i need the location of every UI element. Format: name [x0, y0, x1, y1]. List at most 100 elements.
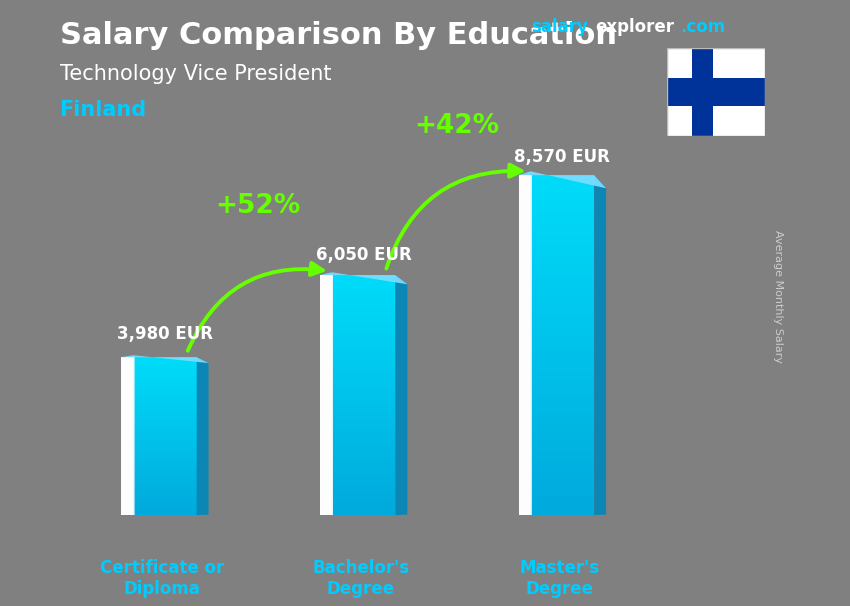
Bar	[320, 512, 395, 515]
Bar	[320, 281, 395, 284]
Bar	[518, 277, 594, 281]
Bar	[518, 256, 594, 260]
Bar	[320, 323, 395, 326]
Bar	[518, 384, 594, 388]
Bar	[518, 175, 525, 515]
Bar	[518, 175, 524, 515]
Bar	[121, 430, 196, 432]
Bar	[320, 497, 395, 500]
Bar	[320, 338, 395, 341]
Bar	[121, 375, 196, 377]
Text: explorer: explorer	[595, 18, 674, 36]
Bar	[121, 440, 196, 442]
Bar	[121, 361, 196, 363]
Bar	[320, 308, 395, 311]
Bar	[320, 389, 395, 392]
Bar	[518, 188, 594, 192]
Bar	[518, 358, 594, 362]
Bar	[320, 275, 328, 515]
Bar	[518, 273, 594, 277]
Bar	[320, 476, 395, 479]
Bar	[121, 434, 196, 436]
Bar	[518, 175, 594, 179]
Bar	[518, 371, 594, 375]
Bar	[121, 452, 196, 454]
Bar	[518, 511, 594, 515]
Bar	[518, 485, 594, 490]
Bar	[518, 388, 594, 392]
Bar	[518, 456, 594, 460]
Bar	[518, 307, 594, 311]
Bar	[121, 357, 133, 515]
Bar	[518, 222, 594, 226]
Bar	[518, 498, 594, 502]
Bar	[518, 379, 594, 384]
Bar	[320, 362, 395, 365]
Bar	[121, 484, 196, 485]
Bar	[121, 395, 196, 397]
Bar	[121, 476, 196, 478]
Bar	[121, 387, 196, 389]
Bar	[518, 435, 594, 439]
Bar	[320, 275, 333, 515]
Bar	[518, 175, 524, 515]
Bar	[121, 487, 196, 490]
Bar	[320, 371, 395, 374]
Bar	[320, 464, 395, 467]
Bar	[320, 365, 395, 368]
Bar	[320, 275, 326, 515]
Bar	[121, 416, 196, 418]
Bar	[320, 440, 395, 443]
Bar	[518, 175, 524, 515]
Bar	[121, 373, 196, 375]
Bar	[518, 328, 594, 332]
Bar	[518, 426, 594, 430]
Bar	[320, 509, 395, 512]
Bar	[320, 473, 395, 476]
Bar	[320, 329, 395, 332]
Bar	[121, 357, 127, 515]
Bar	[320, 383, 395, 386]
Bar	[121, 478, 196, 479]
Bar	[320, 488, 395, 491]
Bar	[320, 275, 329, 515]
Bar	[518, 473, 594, 477]
Bar	[320, 374, 395, 377]
Bar	[518, 413, 594, 418]
Bar	[518, 196, 594, 201]
Bar	[320, 284, 395, 287]
Bar	[320, 428, 395, 431]
Bar	[518, 494, 594, 498]
Bar	[121, 470, 196, 471]
Text: Bachelor's
Degree: Bachelor's Degree	[312, 559, 409, 598]
Bar	[320, 470, 395, 473]
Bar	[320, 506, 395, 509]
Bar	[121, 365, 196, 367]
Bar	[121, 381, 196, 383]
Bar	[518, 319, 594, 324]
Polygon shape	[121, 355, 208, 363]
Bar	[320, 467, 395, 470]
Bar	[518, 226, 594, 230]
Bar	[121, 357, 133, 515]
Bar	[121, 468, 196, 470]
Bar	[320, 482, 395, 485]
Bar	[518, 311, 594, 315]
Bar	[320, 410, 395, 413]
Bar	[518, 213, 594, 218]
Text: 8,570 EUR: 8,570 EUR	[514, 148, 610, 166]
Bar	[121, 456, 196, 458]
Bar	[320, 275, 332, 515]
Bar	[518, 179, 594, 184]
Bar	[121, 357, 133, 515]
Bar	[320, 275, 330, 515]
Bar	[320, 368, 395, 371]
Bar	[320, 485, 395, 488]
Bar	[121, 442, 196, 444]
Bar	[121, 371, 196, 373]
Bar	[121, 426, 196, 428]
Bar	[121, 383, 196, 385]
Text: .com: .com	[680, 18, 725, 36]
Bar	[518, 468, 594, 473]
Bar	[320, 275, 327, 515]
